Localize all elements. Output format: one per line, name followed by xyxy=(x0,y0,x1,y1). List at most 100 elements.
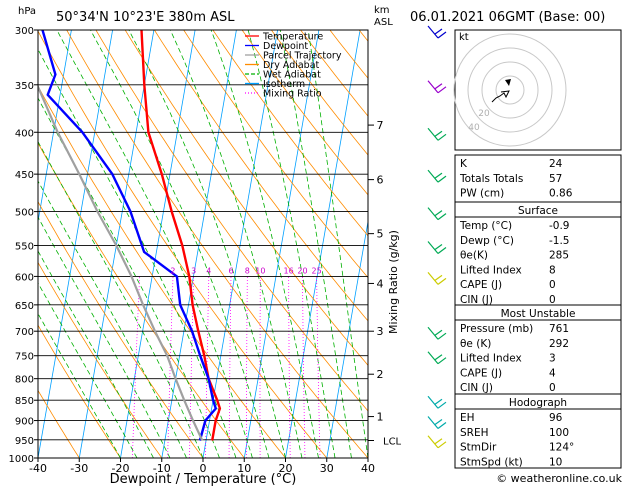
wind-barb xyxy=(427,272,447,285)
hodograph-kt-label: kt xyxy=(459,32,469,43)
wet-adiabat-line xyxy=(90,30,270,458)
mixing-ratio-label: 20 xyxy=(297,266,307,275)
wind-barb xyxy=(427,80,447,94)
mixing-ratio-label: 6 xyxy=(228,266,233,275)
km-unit-label: km xyxy=(374,5,390,16)
wind-barb-flag xyxy=(434,419,443,425)
y-tick-label: 650 xyxy=(15,301,34,312)
table-row-value: 100 xyxy=(549,427,569,439)
mixing-ratio-line xyxy=(245,276,248,458)
wind-barb-flag xyxy=(434,130,443,137)
table-row-value: 0.86 xyxy=(549,188,573,200)
km-tick-label: 7 xyxy=(377,119,384,132)
x-tick-label: -40 xyxy=(29,462,47,475)
hodograph-ring xyxy=(481,61,539,119)
dry-adiabat-line xyxy=(38,142,245,458)
lcl-label: LCL xyxy=(383,437,402,448)
wind-barb-flag xyxy=(434,244,443,250)
wind-barb-flag xyxy=(437,133,447,141)
wind-barb-flag xyxy=(437,277,447,285)
isotherm-line xyxy=(38,30,113,458)
wet-adiabat-line xyxy=(56,30,253,458)
table-row-value: -1.5 xyxy=(549,235,570,247)
dry-adiabat-line xyxy=(271,30,368,156)
wind-barb-flag xyxy=(434,83,443,90)
wind-barb-staff xyxy=(427,207,439,220)
wind-barb-flag xyxy=(434,354,443,361)
km-tick-label: 6 xyxy=(377,174,384,187)
stats-tables: K 24 Totals Totals 57 PW (cm) 0.86 Surface Temp… xyxy=(454,154,622,469)
dry-adiabat-line xyxy=(183,30,368,279)
series-line-temperature xyxy=(140,30,222,441)
table-row-label: EH xyxy=(460,412,475,424)
hodograph-trace xyxy=(491,90,510,103)
x-tick-label: -20 xyxy=(112,462,130,475)
x-tick-label: 0 xyxy=(200,462,207,475)
y-tick-label: 950 xyxy=(15,436,34,447)
legend-label: Dry Adiabat xyxy=(263,60,320,71)
table-row-value: 292 xyxy=(549,338,569,350)
asl-unit-label: ASL xyxy=(374,17,393,28)
y-tick-label: 350 xyxy=(15,81,34,92)
wet-adiabat-line xyxy=(38,312,121,458)
wind-barb-flag xyxy=(437,401,447,409)
table-row-value: 124° xyxy=(549,442,574,454)
hpa-unit-label: hPa xyxy=(18,6,36,17)
hodograph-ring-label: 40 xyxy=(468,123,480,133)
mixing-ratio-label: 2 xyxy=(170,266,175,275)
table-row-label: Lifted Index xyxy=(460,264,522,276)
y-tick-label: 600 xyxy=(15,272,34,283)
wind-barb-flag xyxy=(437,86,447,94)
hodograph-ring xyxy=(467,47,553,133)
table-frame xyxy=(454,393,622,469)
mixing-ratio-line xyxy=(228,276,232,458)
table-row-label: Totals Totals xyxy=(459,173,523,185)
wind-barb-flag xyxy=(434,28,443,35)
table-row-label: Temp (°C) xyxy=(459,220,512,232)
wind-barb-flag xyxy=(437,175,447,183)
mixing-ratio-label: 3 xyxy=(191,266,196,275)
km-tick-label: 2 xyxy=(377,368,384,381)
table-row-label: CAPE (J) xyxy=(460,279,502,291)
mixing-ratio-label: 4 xyxy=(206,266,211,275)
y-tick-label: 750 xyxy=(15,352,34,363)
wind-barb-flag xyxy=(437,441,447,449)
hodograph: kt 20 40 xyxy=(453,29,622,151)
wind-barb-flag xyxy=(434,210,443,217)
table-title: Surface xyxy=(518,205,558,217)
table-row-value: 3 xyxy=(549,353,556,365)
km-tick-label: 3 xyxy=(377,325,384,338)
isotherm-line xyxy=(243,30,320,458)
wet-adiabat-line xyxy=(38,282,138,458)
table-row-label: Lifted Index xyxy=(460,353,522,365)
table-row-value: 8 xyxy=(549,264,556,276)
y-tick-label: 400 xyxy=(15,128,34,139)
y-tick-label: 550 xyxy=(15,241,34,252)
x-tick-label: 10 xyxy=(237,462,251,475)
km-tick-label: 4 xyxy=(377,277,384,290)
y-tick-label: 450 xyxy=(15,170,34,181)
wind-barb xyxy=(427,416,447,429)
hodograph-ring-label: 20 xyxy=(478,109,490,119)
dry-adiabat-line xyxy=(38,389,80,458)
mixing-ratio-label: 25 xyxy=(312,266,322,275)
wind-barb-flag xyxy=(434,398,443,405)
wind-barb-flag xyxy=(437,357,447,365)
isotherm-line xyxy=(161,30,237,458)
credit-text: © weatheronline.co.uk xyxy=(496,472,622,485)
series-line-dewpoint xyxy=(41,30,218,441)
isotherm-line xyxy=(38,30,72,224)
table-row-label: SREH xyxy=(460,427,489,439)
wind-barb-flag xyxy=(437,422,447,429)
mixing-ratio-line xyxy=(131,276,140,458)
y-tick-label: 850 xyxy=(15,396,34,407)
hodograph-ring xyxy=(495,75,525,105)
wind-barb-staff xyxy=(427,351,439,365)
mixing-ratio-label: 16 xyxy=(284,266,294,275)
x-tick-label: 30 xyxy=(320,462,334,475)
table-frame xyxy=(454,201,622,306)
wind-barb-flag xyxy=(434,329,443,336)
table-row-label: K xyxy=(460,158,468,170)
mixing-ratio-label: 10 xyxy=(255,266,265,275)
table-row-value: 285 xyxy=(549,250,569,262)
